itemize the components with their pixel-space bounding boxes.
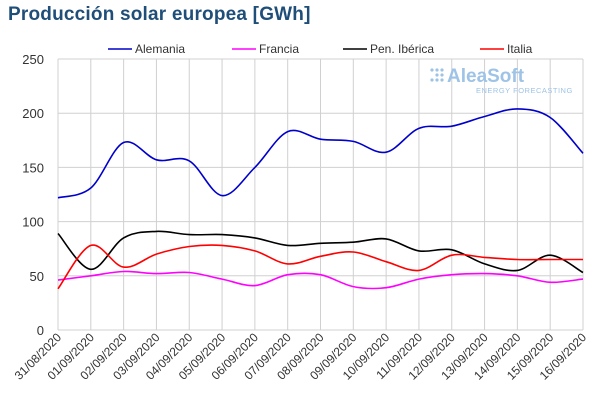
series-line-alemania <box>57 108 584 199</box>
logo-tagline: ENERGY FORECASTING <box>476 86 573 95</box>
y-tick-label: 200 <box>22 106 44 121</box>
y-axis-ticks: 0 50 100 150 200 250 <box>22 52 44 338</box>
chart-title: Producción solar europea [GWh] <box>8 4 311 25</box>
legend-label-francia: Francia <box>259 42 299 56</box>
y-tick-label: 250 <box>22 52 44 67</box>
legend-label-pen-ib-rica: Pen. Ibérica <box>370 42 434 56</box>
grid <box>57 58 584 331</box>
series-lines <box>57 108 584 290</box>
series-line-italia <box>57 244 583 290</box>
legend-label-alemania: Alemania <box>135 42 185 56</box>
series-line-francia <box>57 270 584 290</box>
y-tick-label: 0 <box>37 323 44 338</box>
brand-logo: AleaSoft ENERGY FORECASTING <box>430 66 572 95</box>
y-tick-label: 50 <box>30 269 44 284</box>
y-tick-label: 100 <box>22 215 44 230</box>
legend: Alemania Francia Pen. Ibérica Italia <box>108 42 533 56</box>
x-axis-ticks: 31/08/202001/09/202002/09/202003/09/2020… <box>12 330 590 383</box>
legend-label-italia: Italia <box>507 42 533 56</box>
series-line-pen-ib-rica <box>57 230 584 274</box>
logo-name: AleaSoft <box>447 66 525 87</box>
logo-dots-icon <box>430 68 444 82</box>
y-tick-label: 150 <box>22 160 44 175</box>
